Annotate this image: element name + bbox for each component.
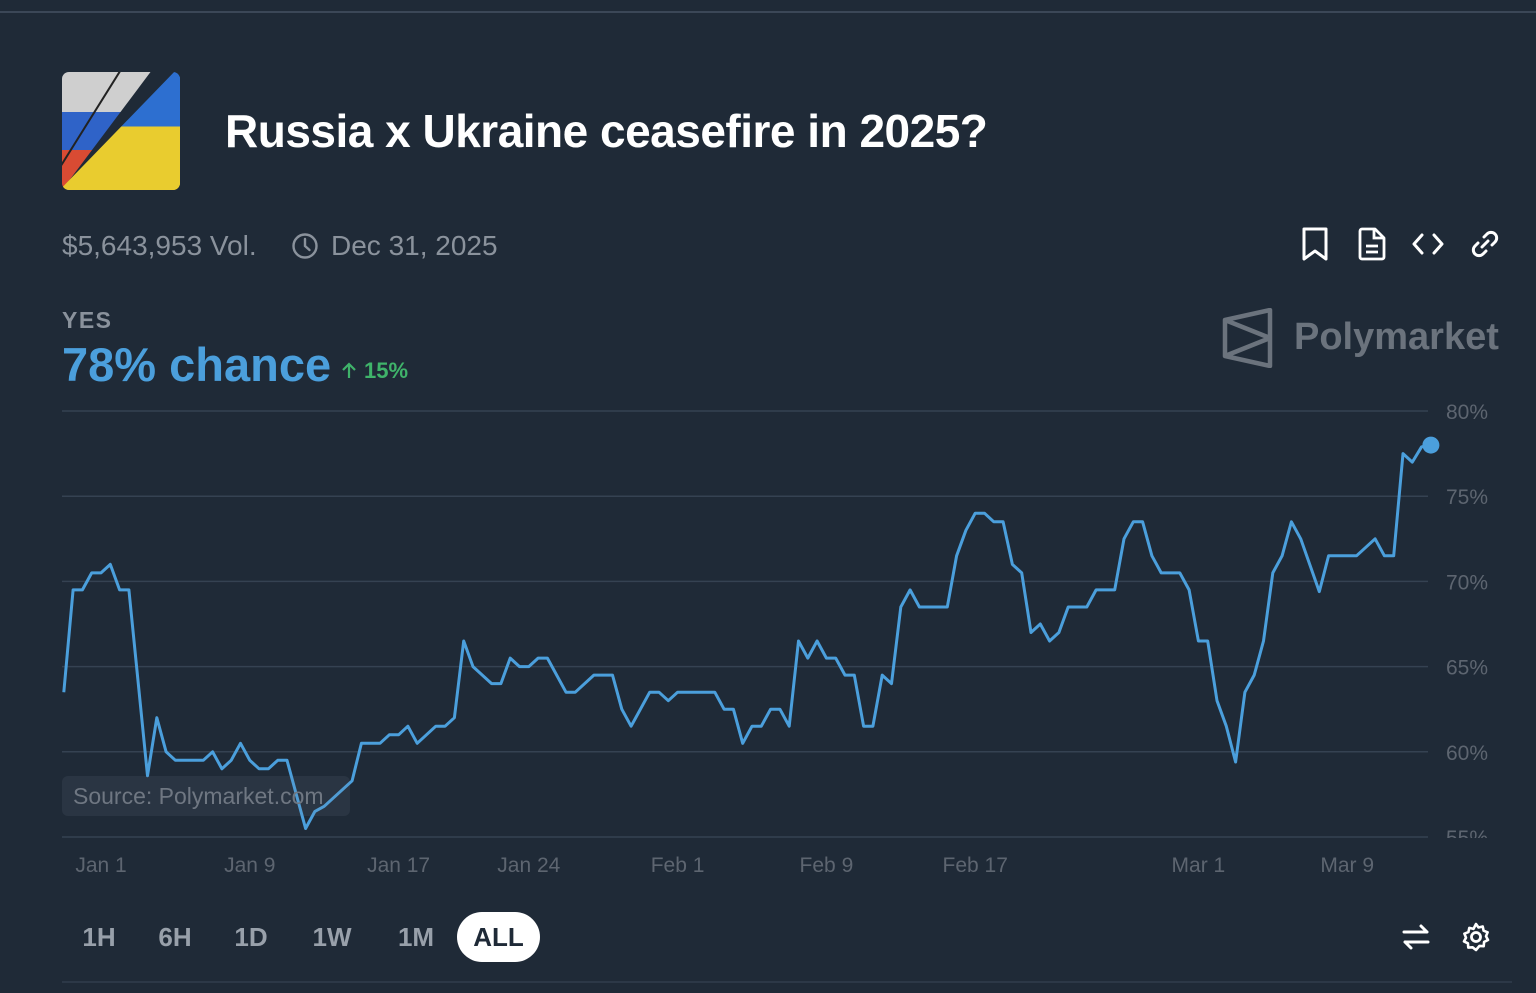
outcome-label: YES [62, 307, 113, 333]
x-tick-label: Mar 9 [1320, 854, 1374, 877]
document-icon[interactable] [1355, 227, 1389, 261]
x-tick-label: Jan 9 [224, 854, 275, 877]
link-icon[interactable] [1468, 227, 1502, 261]
x-tick-label: Feb 1 [651, 854, 705, 877]
chance-value: 78% chance [62, 338, 332, 391]
series-line [62, 443, 1432, 830]
volume: $5,643,953 Vol. [62, 230, 257, 261]
x-tick-label: Feb 9 [800, 854, 854, 877]
polymarket-logo-icon [1222, 307, 1274, 373]
x-tick-label: Jan 24 [497, 854, 560, 877]
bottom-divider [62, 981, 1512, 983]
y-tick-label: 75% [1446, 486, 1488, 509]
bookmark-icon[interactable] [1298, 227, 1332, 261]
x-tick-label: Jan 1 [75, 854, 126, 877]
y-tick-label: 70% [1446, 571, 1488, 594]
range-1m-button[interactable]: 1M [397, 922, 435, 952]
range-6h-button[interactable]: 6H [158, 922, 192, 952]
swap-arrows-icon[interactable] [1399, 920, 1433, 954]
range-1w-button[interactable]: 1W [312, 922, 352, 952]
range-1h-button[interactable]: 1H [82, 922, 116, 952]
end-date: Dec 31, 2025 [331, 230, 498, 261]
market-image [62, 72, 180, 190]
polymarket-wordmark: Polymarket [1294, 316, 1499, 358]
arrow-up-icon [340, 362, 358, 385]
chance-change: 15% [364, 358, 409, 383]
source-watermark: Source: Polymarket.com [62, 776, 350, 816]
y-tick-label: 65% [1446, 657, 1488, 680]
range-all-button[interactable]: ALL [457, 912, 540, 962]
x-tick-label: Jan 17 [367, 854, 430, 877]
y-tick-label: 80% [1446, 401, 1488, 424]
x-tick-label: Feb 17 [943, 854, 1008, 877]
x-tick-label: Mar 1 [1172, 854, 1226, 877]
y-tick-label: 55% [1446, 827, 1488, 850]
clock-icon [291, 232, 319, 265]
gear-icon[interactable] [1459, 920, 1493, 954]
top-divider [0, 11, 1536, 13]
range-1d-button[interactable]: 1D [234, 922, 268, 952]
current-value-dot [1422, 436, 1440, 454]
y-tick-label: 60% [1446, 742, 1488, 765]
market-title: Russia x Ukraine ceasefire in 2025? [225, 105, 988, 157]
embed-code-icon[interactable] [1411, 227, 1445, 261]
